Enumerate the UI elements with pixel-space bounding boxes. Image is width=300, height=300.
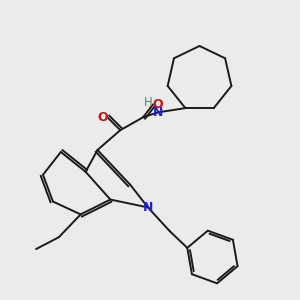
Text: N: N [153,106,163,119]
Text: O: O [153,98,163,111]
Text: O: O [97,111,108,124]
Text: N: N [143,201,153,214]
Text: H: H [144,96,152,109]
